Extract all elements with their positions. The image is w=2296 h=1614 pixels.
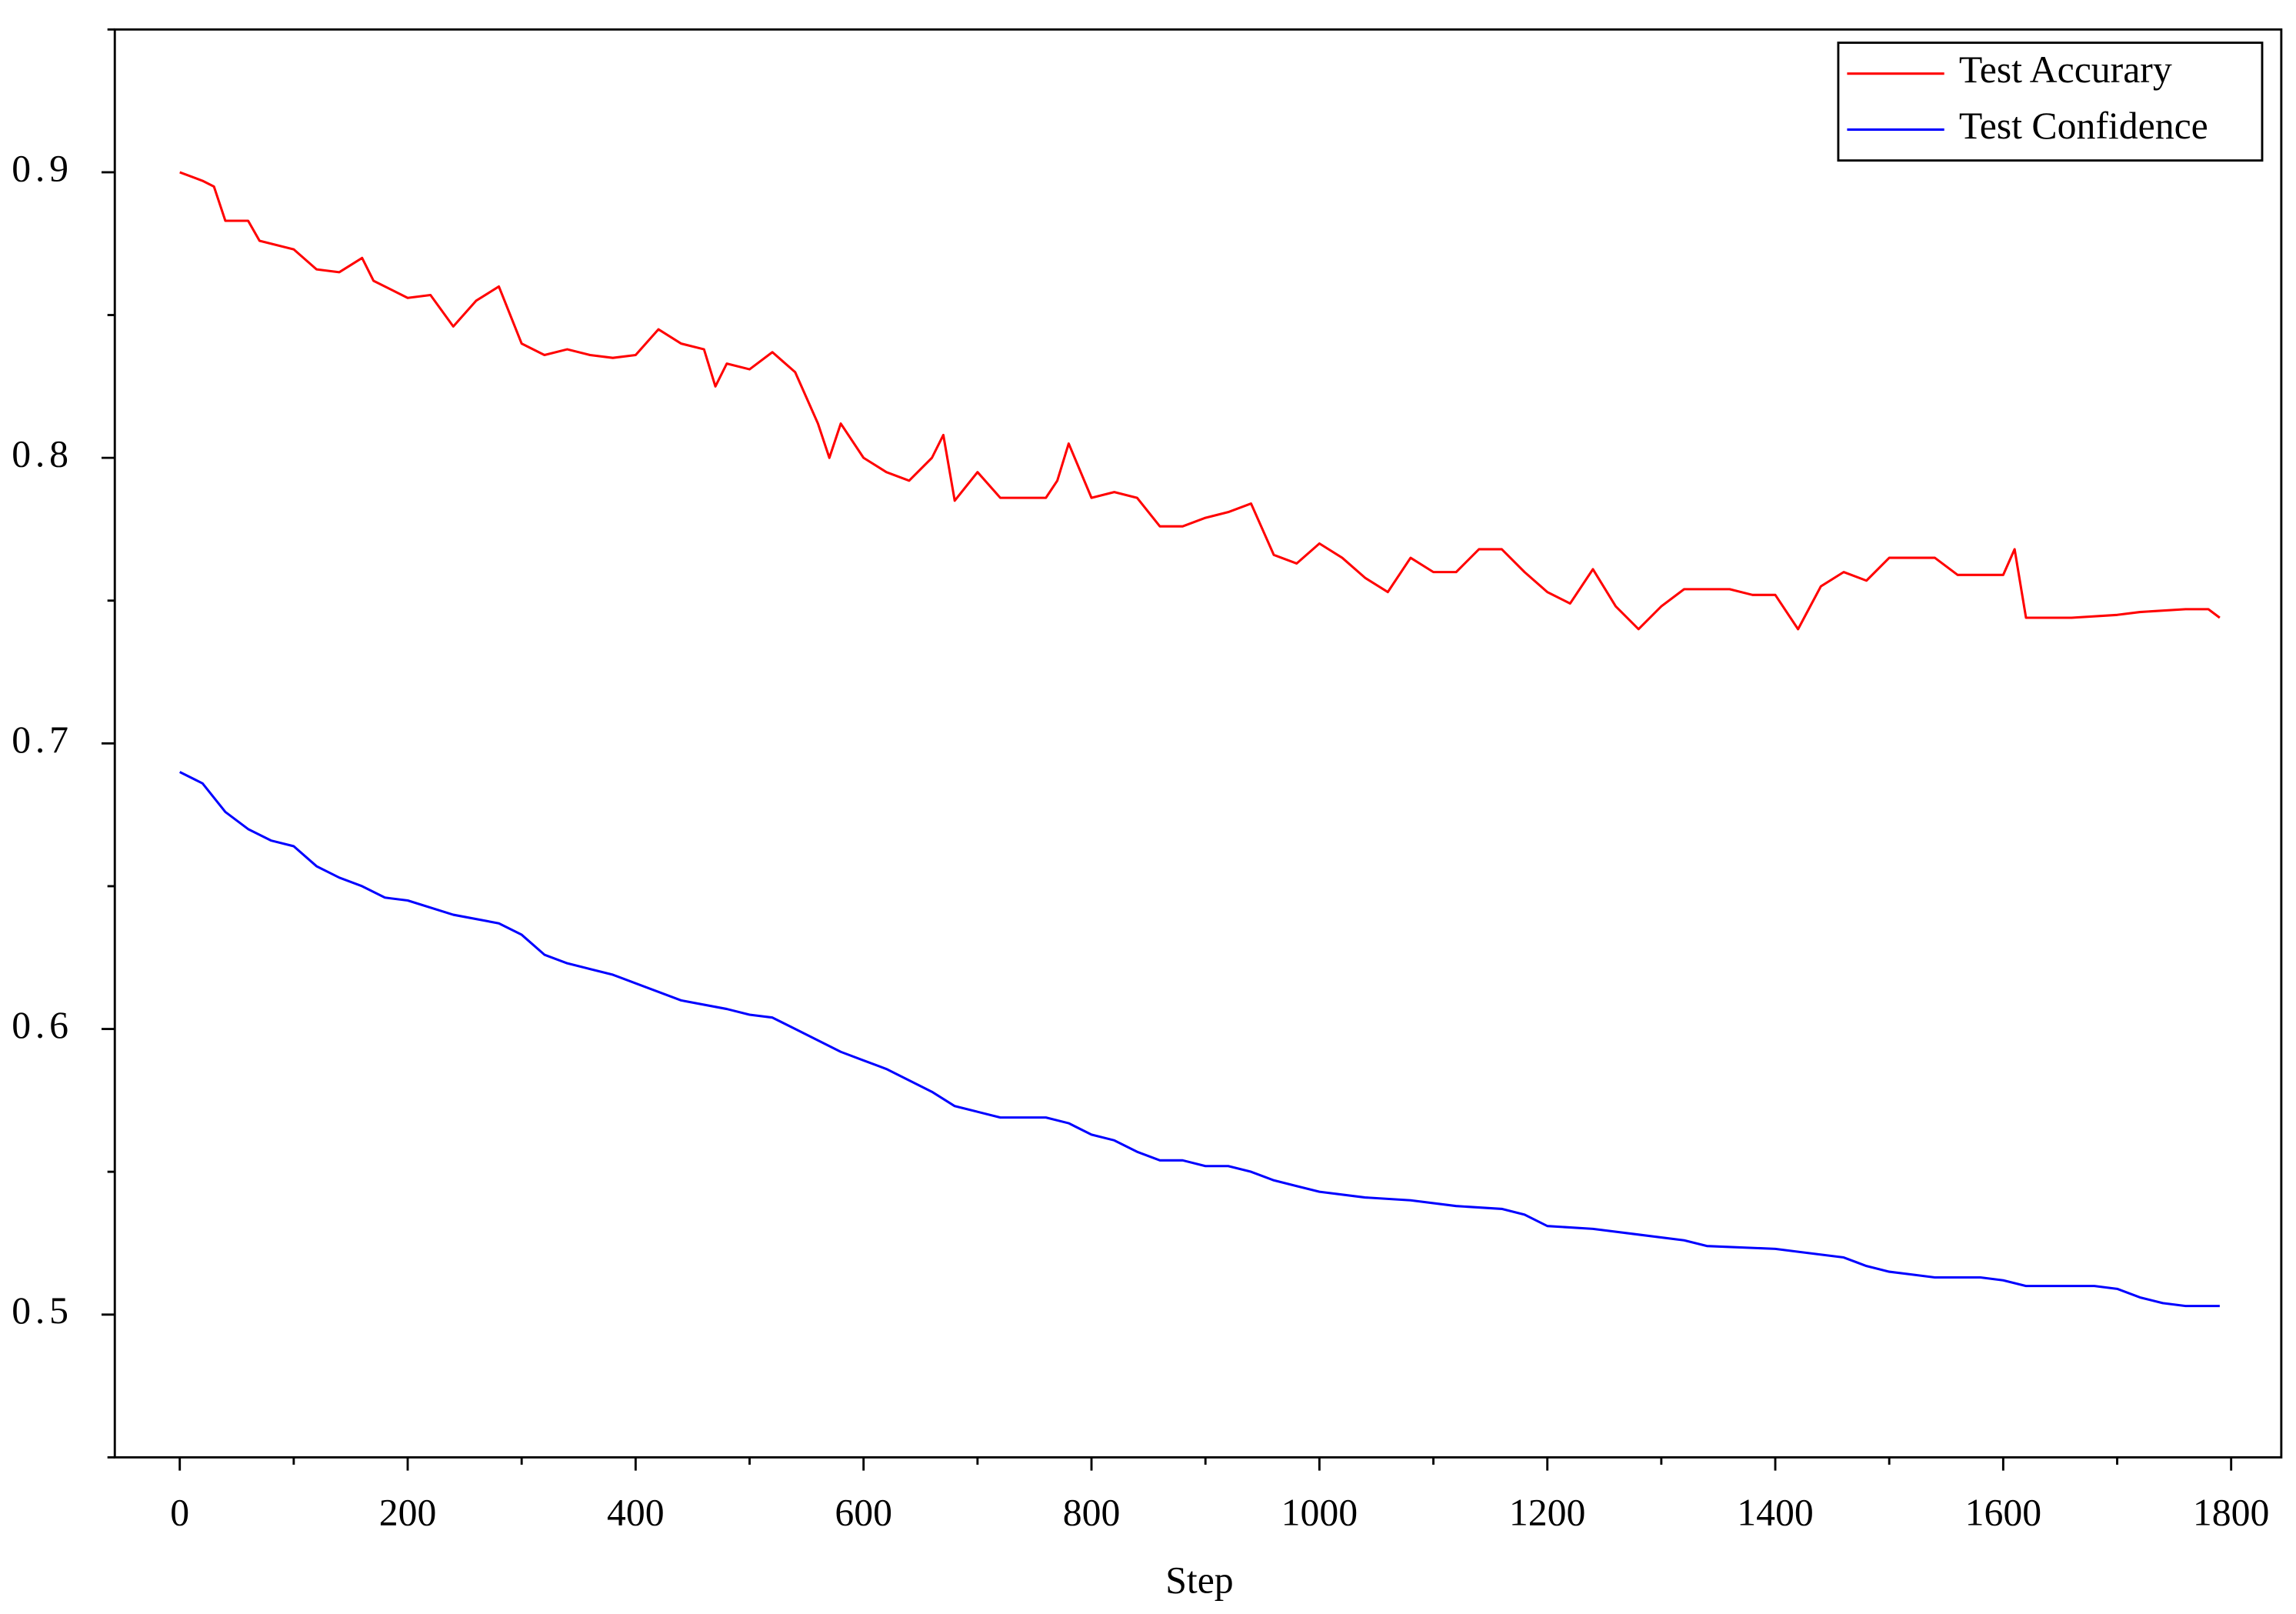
y-tick-label: 0.7 xyxy=(12,719,72,761)
legend-label: Test Accurary xyxy=(1959,48,2172,91)
line-series xyxy=(179,171,2221,631)
plot-frame xyxy=(113,28,2283,1459)
x-axis-label: Step xyxy=(1165,1559,1233,1601)
y-tick-label: 0.9 xyxy=(12,147,72,189)
x-tick-label: 0 xyxy=(170,1491,189,1533)
x-tick-label: 200 xyxy=(379,1491,437,1533)
x-tick-label: 400 xyxy=(607,1491,665,1533)
x-tick-label: 1600 xyxy=(1965,1491,2042,1533)
x-tick-label: 1200 xyxy=(1509,1491,1585,1533)
y-tick-label: 0.8 xyxy=(12,433,72,475)
x-tick-label: 600 xyxy=(835,1491,892,1533)
x-tick-label: 1000 xyxy=(1281,1491,1358,1533)
y-tick-label: 0.5 xyxy=(12,1289,72,1332)
x-tick-label: 1800 xyxy=(2193,1491,2270,1533)
x-tick-label: 1400 xyxy=(1737,1491,1814,1533)
legend-label: Test Confidence xyxy=(1959,105,2208,147)
legend: Test Accurary Test Confidence xyxy=(1837,42,2264,162)
legend-box xyxy=(1837,42,2264,162)
line-series xyxy=(179,771,2220,1308)
y-tick-label: 0.6 xyxy=(12,1004,72,1046)
x-tick-label: 800 xyxy=(1063,1491,1121,1533)
